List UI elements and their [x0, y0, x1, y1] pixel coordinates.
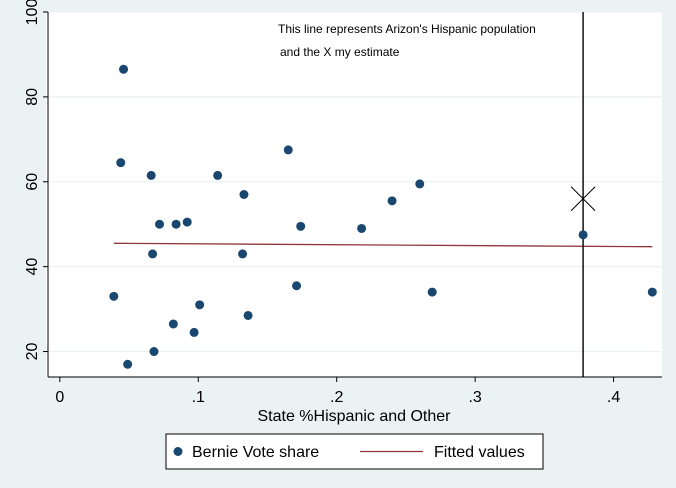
- legend-point-marker: [173, 447, 183, 456]
- scatter-point: [182, 217, 192, 227]
- scatter-point: [149, 347, 159, 357]
- x-tick-label: .1: [192, 389, 205, 406]
- scatter-point: [578, 230, 588, 240]
- estimate-x-marker: [570, 186, 596, 212]
- scatter-point: [239, 190, 249, 199]
- axes: 20 40 60 80 100 0 .1 .2 .3 .4: [24, 0, 662, 406]
- scatter-point: [243, 310, 253, 320]
- scatter-point: [427, 287, 437, 297]
- legend: Bernie Vote share Fitted values: [165, 433, 544, 470]
- scatter-point: [647, 287, 657, 297]
- scatter-point: [171, 219, 181, 229]
- scatter-point: [283, 145, 293, 155]
- scatter-point: [116, 158, 126, 168]
- plot-area: [46, 12, 662, 377]
- annotation-group: This line represents Arizon's Hispanic p…: [278, 12, 596, 377]
- x-tick-label: .3: [468, 389, 481, 406]
- legend-box: [165, 433, 544, 470]
- fitted-line-group: [113, 242, 653, 248]
- y-tick-label: 40: [24, 258, 41, 276]
- scatter-point: [415, 179, 425, 189]
- legend-label-fitted-values: Fitted values: [434, 444, 525, 461]
- y-tick-label: 80: [24, 88, 41, 106]
- scatter-points: [109, 64, 657, 369]
- scatter-point: [195, 300, 205, 310]
- scatter-point: [357, 223, 367, 233]
- fitted-values-line: [113, 242, 653, 248]
- x-tick-label: .2: [330, 389, 343, 406]
- estimate-x-stroke: [570, 186, 596, 212]
- scatter-point: [123, 359, 133, 369]
- y-tick-label: 20: [24, 343, 41, 361]
- x-tick-label: 0: [55, 389, 64, 406]
- scatter-point: [148, 249, 158, 259]
- annotation-text-line-1: This line represents Arizon's Hispanic p…: [278, 22, 536, 36]
- scatter-point: [155, 219, 165, 229]
- y-tick-label: 60: [24, 173, 41, 191]
- y-tick-label: 100: [24, 0, 41, 25]
- scatter-point: [296, 221, 306, 231]
- scatter-point: [168, 319, 178, 329]
- scatter-point: [292, 281, 302, 291]
- scatter-point: [387, 196, 397, 206]
- scatter-point: [189, 327, 199, 337]
- annotation-text-line-2: and the X my estimate: [280, 45, 400, 59]
- scatter-point: [213, 170, 223, 180]
- scatter-point: [119, 64, 129, 74]
- x-tick-label: .4: [607, 389, 620, 406]
- x-axis-label: State %Hispanic and Other: [258, 408, 452, 425]
- legend-label-vote-share: Bernie Vote share: [192, 444, 319, 461]
- scatter-point: [146, 170, 156, 180]
- scatter-point: [238, 249, 248, 259]
- scatter-point: [109, 291, 119, 301]
